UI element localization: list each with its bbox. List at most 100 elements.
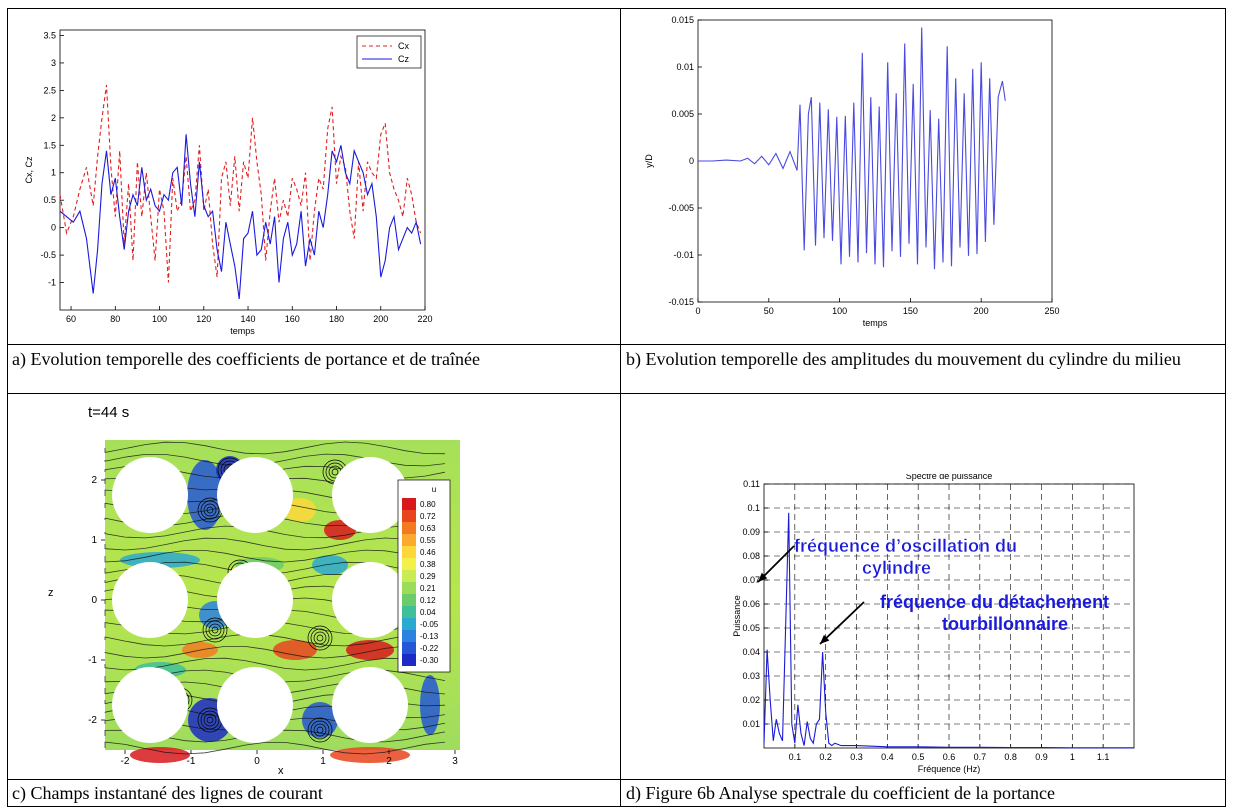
z-tick-label: 0 (91, 595, 97, 606)
vortex-ring (310, 720, 330, 740)
colorbar-swatch (402, 618, 416, 630)
y-tick-label: 0.06 (742, 599, 760, 609)
annotation-oscillation: fréquence d’oscillation du cylindre (794, 536, 1017, 578)
x-axis-label: Fréquence (Hz) (918, 764, 981, 774)
colorbar-value: -0.05 (420, 620, 439, 629)
vortex-ring (208, 623, 222, 637)
colorbar-value: -0.13 (420, 632, 439, 641)
y-axis-label: Puissance (732, 595, 742, 637)
x-tick-label: 0.2 (819, 752, 832, 762)
x-tick-label: 140 (241, 314, 256, 324)
colorbar-swatch (402, 630, 416, 642)
colorbar-title: u (432, 485, 436, 494)
series-line-cx (59, 84, 422, 283)
vortex-ring (206, 506, 214, 514)
cylinder (112, 457, 188, 533)
x-tick-label: 120 (196, 314, 211, 324)
caption-a: a) Evolution temporelle des coefficients… (12, 349, 480, 369)
cylinder (112, 562, 188, 638)
x-tick-label: 100 (832, 306, 847, 316)
axis-x-label: x (278, 765, 284, 777)
x-tick-label: 3 (452, 756, 458, 767)
vortex-ring (316, 726, 324, 734)
y-tick-label: 0.08 (742, 551, 760, 561)
colorbar-swatch (402, 570, 416, 582)
x-tick-label: 160 (285, 314, 300, 324)
annotations: fréquence d’oscillation du cylindre fréque… (757, 536, 1109, 645)
x-tick-label: 1 (1070, 752, 1075, 762)
legend-box (356, 35, 422, 69)
series-line-main (698, 27, 1006, 270)
y-tick-label: 0.07 (742, 575, 760, 585)
x-tick-label: -1 (187, 756, 196, 767)
colorbar-value: 0.55 (420, 536, 436, 545)
y-tick-label: 0 (689, 156, 694, 166)
vortex-ring (205, 620, 225, 640)
vortex-ring (307, 717, 333, 743)
colorbar-value: 0.21 (420, 584, 436, 593)
x-tick-label: 1.1 (1097, 752, 1110, 762)
y-tick-label: -0.015 (668, 297, 694, 307)
colorbar-value: 0.12 (420, 596, 436, 605)
colorbar-value: 0.72 (420, 512, 436, 521)
colorbar-swatch (402, 654, 416, 666)
x-tick-label: 0.6 (943, 752, 956, 762)
chart-a-coefficients: 60 80 100 120 140 160 180 200 220 -1 -0.5 0 0.5 1 1.5 2… (24, 29, 433, 336)
x-tick-label: 0 (254, 756, 260, 767)
cylinder (332, 457, 408, 533)
x-tick-label: 0.7 (974, 752, 987, 762)
streamline (104, 441, 446, 455)
colorbar-swatch (402, 522, 416, 534)
y-tick-label: 0.005 (671, 109, 694, 119)
y-tick-label: 0.04 (742, 647, 760, 657)
colorbar-swatch (402, 642, 416, 654)
caption-d: d) Figure 6b Analyse spectrale du coeffi… (626, 783, 1056, 803)
chart-title: Spectre de puissance (906, 474, 993, 481)
field-color-patch (273, 640, 317, 660)
series-line-cz (59, 134, 422, 300)
x-tick-label: 0.3 (850, 752, 863, 762)
field-color-patch (420, 675, 440, 735)
annotation-shedding-line2: tourbillonnaire (942, 614, 1068, 634)
x-tick-label: 60 (66, 314, 76, 324)
y-tick-label: -0.005 (668, 203, 694, 213)
x-tick-label: 250 (1044, 306, 1059, 316)
z-tick-label: 1 (91, 535, 97, 546)
vortex-ring (316, 634, 324, 642)
y-tick-label: 0.01 (742, 719, 760, 729)
vortex-ring (307, 625, 333, 651)
colorbar-value: 0.80 (420, 500, 436, 509)
y-tick-label: 1.5 (43, 140, 56, 150)
z-tick-label: -1 (88, 655, 97, 666)
cylinder (217, 667, 293, 743)
vortex-ring (206, 716, 214, 724)
colorbar-value: 0.29 (420, 572, 436, 581)
cylinder (332, 667, 408, 743)
x-tick-label: 1 (320, 756, 326, 767)
z-tick-label: -2 (88, 715, 97, 726)
y-tick-label: 3 (51, 58, 56, 68)
x-tick-label: -2 (121, 756, 130, 767)
y-tick-label: 0.5 (43, 195, 56, 205)
vortex-ring (310, 628, 330, 648)
vortex-ring (202, 617, 228, 643)
cylinder (217, 562, 293, 638)
legend-label: Cz (398, 54, 409, 64)
x-tick-label: 180 (329, 314, 344, 324)
y-tick-label: 0.05 (742, 623, 760, 633)
x-tick-label: 150 (903, 306, 918, 316)
chart-b-amplitude: 0 50 100 150 200 250 -0.015 -0.01 -0.005 0 0.005 0.… (644, 15, 1060, 328)
y-tick-label: 0.09 (742, 527, 760, 537)
colorbar-swatch (402, 498, 416, 510)
z-tick-label: 2 (91, 475, 97, 486)
streamline (104, 537, 446, 551)
field-color-patch (346, 640, 394, 660)
colorbar-swatch (402, 534, 416, 546)
field-color-patch (312, 555, 348, 575)
vortex-ring (203, 713, 217, 727)
y-tick-label: 0.1 (747, 503, 760, 513)
x-tick-label: 0.9 (1035, 752, 1048, 762)
x-tick-label: 0.1 (789, 752, 802, 762)
annotation-shedding-line1: fréquence du détachement (880, 592, 1109, 612)
